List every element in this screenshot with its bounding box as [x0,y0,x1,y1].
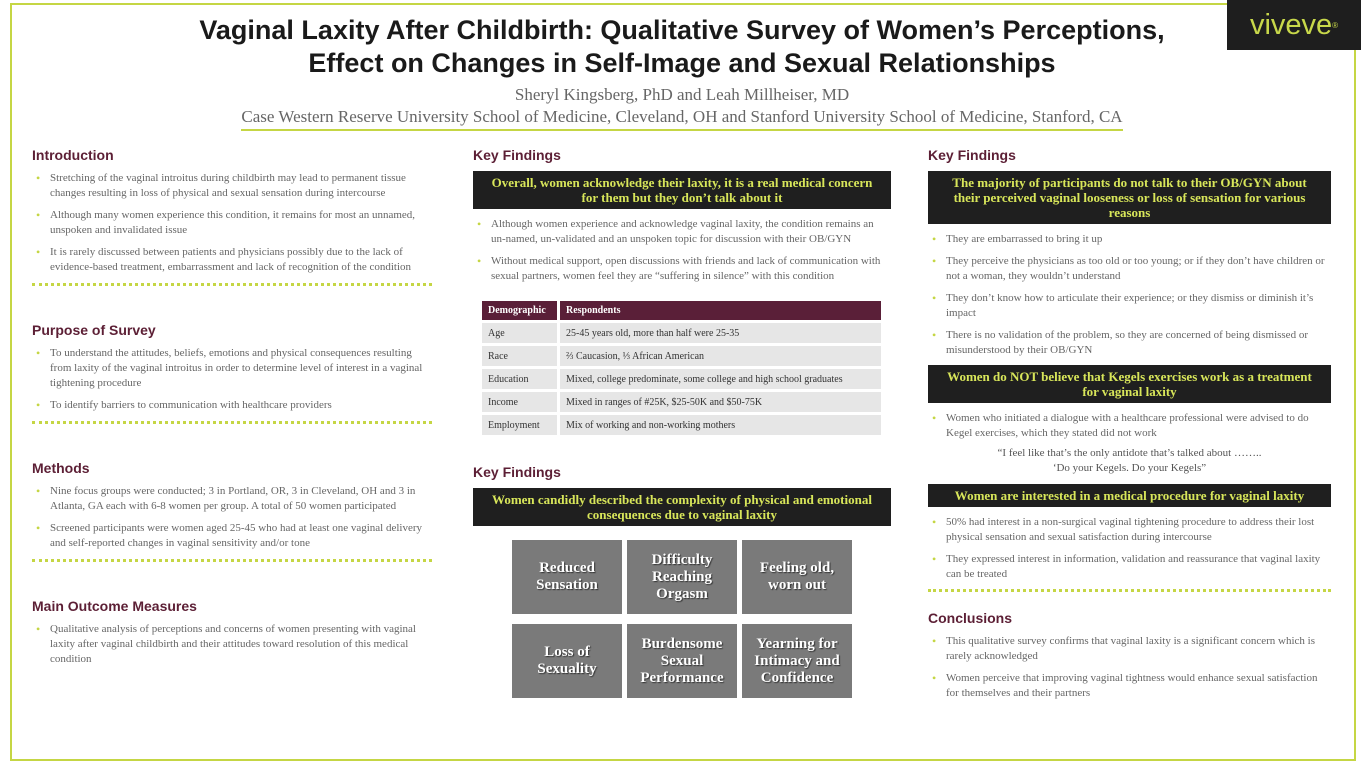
column-header-respondents: Respondents [560,301,884,320]
column-header-demographic: Demographic [482,301,560,320]
respondents-cell: Mixed in ranges of #25K, $25-50K and $50… [560,392,884,412]
introduction-section: Introduction Stretching of the vaginal i… [32,147,432,286]
section-heading: Conclusions [928,610,1013,626]
logo-text: viveve [1249,8,1333,41]
title-line-2: Effect on Changes in Self-Image and Sexu… [308,48,1056,78]
list-item: Although women experience and acknowledg… [473,217,891,247]
poster-title: Vaginal Laxity After Childbirth: Qualita… [130,14,1234,80]
table-row: Income Mixed in ranges of #25K, $25-50K a… [482,392,884,412]
list-item: There is no validation of the problem, s… [928,328,1331,358]
bullet-list: Stretching of the vaginal introitus duri… [32,171,432,275]
list-item: Women perceive that improving vaginal ti… [928,671,1331,701]
list-item: Screened participants were women aged 25… [32,521,432,551]
consequence-tile: Difficulty Reaching Orgasm [627,540,737,614]
bullet-list: They are embarrassed to bring it up They… [928,232,1331,358]
findings-banner: Women candidly described the complexity … [473,488,891,526]
purpose-section: Purpose of Survey To understand the atti… [32,322,432,424]
list-item: Women who initiated a dialogue with a he… [928,411,1331,441]
consequence-tile: Loss of Sexuality [512,624,622,698]
list-item: To identify barriers to communication wi… [32,398,432,413]
table-row: Race ⅔ Caucasion, ⅓ African American [482,346,884,366]
findings-banner: Women do NOT believe that Kegels exercis… [928,365,1331,403]
consequence-tile: Feeling old, worn out [742,540,852,614]
key-findings-section-1: Key Findings Overall, women acknowledge … [473,147,891,284]
findings-banner: Women are interested in a medical proced… [928,484,1331,507]
poster-frame [10,3,1356,761]
respondents-cell: ⅔ Caucasion, ⅓ African American [560,346,884,366]
list-item: They expressed interest in information, … [928,552,1331,582]
outcomes-section: Main Outcome Measures Qualitative analys… [32,598,432,667]
section-heading: Methods [32,460,90,476]
bullet-list: 50% had interest in a non-surgical vagin… [928,515,1331,582]
list-item: Nine focus groups were conducted; 3 in P… [32,484,432,514]
quote-line: “I feel like that’s the only antidote th… [997,447,1262,459]
respondents-cell: Mixed, college predominate, some college… [560,369,884,389]
list-item: Stretching of the vaginal introitus duri… [32,171,432,201]
key-findings-section-2: Key Findings Women candidly described th… [473,464,891,698]
conclusions-section: Conclusions This qualitative survey conf… [928,610,1331,701]
table-header-row: Demographic Respondents [482,301,884,320]
list-item: Qualitative analysis of perceptions and … [32,622,432,667]
consequence-tile: Burdensome Sexual Performance [627,624,737,698]
demographic-cell: Age [482,323,560,343]
table-row: Age 25-45 years old, more than half were … [482,323,884,343]
dotted-divider [32,421,432,424]
affiliation: Case Western Reserve University School o… [241,107,1123,131]
left-column: Introduction Stretching of the vaginal i… [32,147,432,674]
list-item: To understand the attitudes, beliefs, em… [32,346,432,391]
section-heading: Key Findings [928,147,1016,163]
section-heading: Introduction [32,147,114,163]
logo-registered-mark: ® [1332,20,1339,30]
section-heading: Main Outcome Measures [32,598,197,614]
quote-line: ‘Do your Kegels. Do your Kegels” [1052,462,1207,474]
viveve-logo: viveve ® [1227,0,1361,50]
list-item: It is rarely discussed between patients … [32,245,432,275]
authors: Sheryl Kingsberg, PhD and Leah Millheise… [514,85,850,104]
table-row: Employment Mix of working and non-working… [482,415,884,435]
findings-banner: The majority of participants do not talk… [928,171,1331,224]
poster-header: Vaginal Laxity After Childbirth: Qualita… [130,14,1234,131]
consequence-tiles: Reduced Sensation Difficulty Reaching Or… [512,540,891,698]
consequence-tile: Reduced Sensation [512,540,622,614]
consequence-tile: Yearning for Intimacy and Confidence [742,624,852,698]
demographic-cell: Education [482,369,560,389]
section-heading: Key Findings [473,147,561,163]
bullet-list: Qualitative analysis of perceptions and … [32,622,432,667]
right-column: Key Findings The majority of participant… [928,147,1331,708]
dotted-divider [928,589,1331,592]
demographic-cell: Income [482,392,560,412]
title-line-1: Vaginal Laxity After Childbirth: Qualita… [199,15,1165,45]
list-item: Although many women experience this cond… [32,208,432,238]
bullet-list: To understand the attitudes, beliefs, em… [32,346,432,413]
methods-section: Methods Nine focus groups were conducted… [32,460,432,562]
dotted-divider [32,559,432,562]
respondents-cell: Mix of working and non-working mothers [560,415,884,435]
bullet-list: Nine focus groups were conducted; 3 in P… [32,484,432,551]
list-item: 50% had interest in a non-surgical vagin… [928,515,1331,545]
section-heading: Purpose of Survey [32,322,156,338]
dotted-divider [32,283,432,286]
participant-quote: “I feel like that’s the only antidote th… [928,446,1331,476]
bullet-list: This qualitative survey confirms that va… [928,634,1331,701]
demographics-table: Demographic Respondents Age 25-45 years o… [482,298,884,438]
table-row: Education Mixed, college predominate, som… [482,369,884,389]
section-heading: Key Findings [473,464,561,480]
list-item: This qualitative survey confirms that va… [928,634,1331,664]
respondents-cell: 25-45 years old, more than half were 25-… [560,323,884,343]
list-item: They perceive the physicians as too old … [928,254,1331,284]
key-findings-section-3: Key Findings The majority of participant… [928,147,1331,592]
list-item: They don’t know how to articulate their … [928,291,1331,321]
bullet-list: Women who initiated a dialogue with a he… [928,411,1331,441]
list-item: They are embarrassed to bring it up [928,232,1331,247]
list-item: Without medical support, open discussion… [473,254,891,284]
bullet-list: Although women experience and acknowledg… [473,217,891,284]
middle-column: Key Findings Overall, women acknowledge … [473,147,891,698]
findings-banner: Overall, women acknowledge their laxity,… [473,171,891,209]
demographic-cell: Employment [482,415,560,435]
demographic-cell: Race [482,346,560,366]
